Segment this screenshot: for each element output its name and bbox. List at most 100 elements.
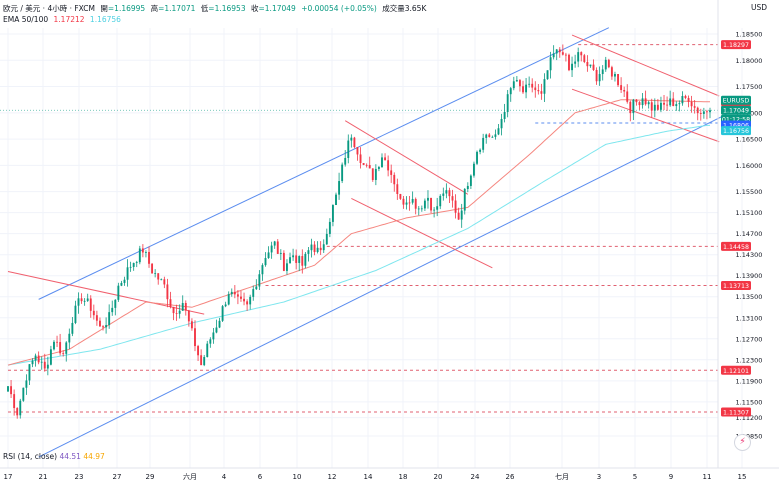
price-tick: 1.17500 (736, 83, 763, 91)
candle (319, 241, 322, 255)
candle-body (10, 386, 13, 395)
candle-body (653, 104, 656, 111)
candle (270, 241, 273, 259)
candle (261, 263, 264, 281)
candle (693, 100, 696, 114)
candle (102, 325, 104, 331)
candle (233, 285, 236, 299)
candle-body (178, 310, 181, 314)
time-tick: 5 (633, 473, 637, 481)
candle (580, 51, 583, 62)
candle-body (286, 263, 288, 271)
candle (240, 290, 242, 302)
candle (34, 353, 37, 367)
candle (647, 100, 650, 109)
candle (264, 252, 267, 267)
candle (28, 363, 31, 385)
candle-body (448, 190, 451, 197)
candle-body (368, 165, 371, 169)
candle (187, 309, 190, 327)
trend-drawings (7, 27, 732, 458)
candle-body (374, 168, 377, 180)
candle-body (604, 59, 607, 70)
candle (175, 304, 178, 321)
candle-body (141, 248, 144, 253)
candle-body (310, 244, 313, 251)
symbol-title[interactable]: 欧元 / 美元 · 4小時 · FXCM (3, 4, 95, 13)
candle-body (184, 303, 187, 311)
candle (595, 67, 598, 85)
candle-body (451, 196, 454, 201)
candle (13, 389, 16, 416)
candle-body (255, 286, 258, 290)
candle-body (650, 102, 653, 111)
time-tick: 17 (4, 473, 13, 481)
candle-body (160, 279, 163, 281)
candle (141, 244, 144, 258)
candle-body (126, 267, 129, 280)
candle (439, 194, 442, 210)
candle (344, 150, 347, 167)
candle (252, 285, 255, 301)
candle (322, 239, 325, 254)
candle (430, 197, 432, 214)
candle (396, 178, 399, 200)
candle-body (341, 164, 344, 182)
time-tick: 七月 (555, 472, 569, 481)
candle (405, 196, 408, 210)
candle (485, 133, 488, 144)
candle (414, 197, 417, 215)
candle-body (325, 233, 328, 245)
candle-body (454, 200, 457, 213)
candle-body (209, 339, 212, 344)
candle-body (344, 157, 347, 165)
candle (325, 228, 328, 246)
price-label-bg (721, 365, 751, 375)
candle (59, 333, 62, 356)
price-label-text: 1.11307 (723, 409, 749, 416)
candle (178, 304, 181, 319)
candle-body (632, 99, 635, 114)
candle-body (497, 128, 500, 135)
currency-button[interactable]: USD (751, 3, 768, 12)
candle-body (224, 304, 227, 307)
time-tick: 9 (669, 473, 673, 481)
candle-body (221, 306, 224, 321)
candle-body (515, 80, 518, 82)
candle (53, 340, 55, 351)
time-tick: 24 (471, 473, 480, 481)
candle (359, 147, 362, 169)
candle-body (19, 400, 22, 416)
candle (206, 340, 209, 358)
price-tick: 1.11500 (736, 398, 763, 406)
candle (135, 260, 138, 268)
candle (518, 79, 521, 92)
price-label-text: 1.18297 (723, 42, 749, 49)
candle (160, 278, 163, 281)
candle (552, 45, 555, 60)
time-tick: 26 (506, 473, 515, 481)
ema-legend[interactable]: EMA 50/100 1.17212 1.16756 (3, 15, 124, 24)
candle (675, 101, 678, 111)
candle (292, 248, 295, 261)
candle-body (580, 52, 583, 56)
candle-body (586, 62, 589, 67)
open-value: =1.16995 (107, 4, 146, 13)
candle-body (696, 107, 699, 114)
lightning-bolt-icon[interactable]: ⚡ (734, 434, 751, 451)
candle-body (282, 252, 285, 271)
candle (561, 44, 564, 56)
rsi-legend[interactable]: RSI (14, close) 44.51 44.97 (3, 452, 105, 461)
candle-body (442, 193, 445, 196)
candle (393, 172, 396, 192)
candle-body (187, 310, 190, 322)
candle-body (246, 301, 249, 305)
candle (669, 90, 672, 107)
symbol-header: 欧元 / 美元 · 4小時 · FXCM 開=1.16995 高=1.17071… (3, 4, 427, 13)
price-label-text: 1.17049 (723, 108, 749, 115)
candle (279, 249, 282, 260)
candle-body (669, 98, 672, 106)
candle-body (273, 241, 276, 246)
candle-body (166, 284, 169, 300)
